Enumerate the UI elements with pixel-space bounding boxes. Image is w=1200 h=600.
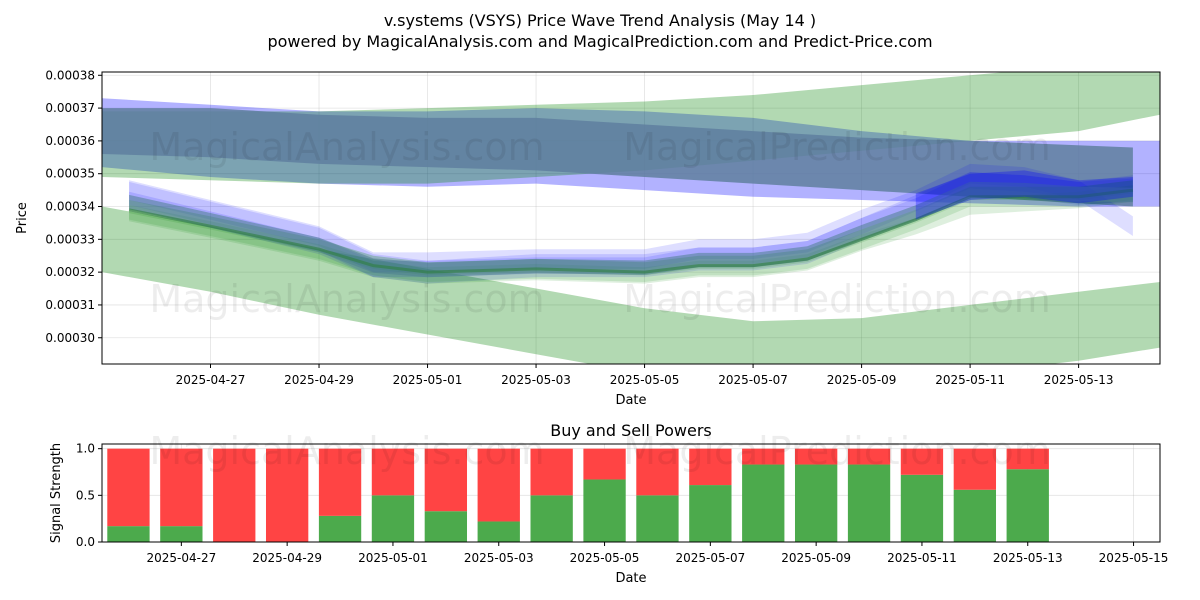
y-axis-label: Price (15, 202, 30, 234)
x-tick-label: 2025-05-03 (501, 373, 571, 387)
price-chart: MagicalAnalysis.com MagicalPrediction.com… (15, 68, 1161, 408)
y-tick-label: 1.0 (76, 442, 95, 456)
x-tick-label: 2025-05-11 (887, 551, 957, 565)
main-trend-band (102, 108, 1133, 207)
sell-bar (900, 448, 944, 475)
sell-bar (1006, 448, 1049, 470)
x-tick-label: 2025-05-09 (781, 551, 851, 565)
watermark: MagicalPrediction.com (623, 125, 1051, 169)
signal-axes-frame (101, 443, 1161, 543)
y-tick-label: 0.00036 (45, 134, 95, 148)
buy-bar (371, 495, 415, 542)
price-plot-area (102, 72, 1160, 364)
sell-bar (107, 448, 150, 527)
sell-bar (794, 448, 838, 465)
wave-core-band (129, 181, 1133, 278)
sell-bar (583, 448, 626, 480)
buy-bar (847, 464, 891, 542)
y-tick-label: 0.00037 (45, 101, 95, 115)
wave-band (129, 180, 1133, 282)
watermark: MagicalAnalysis.com (149, 125, 544, 169)
sell-bar (213, 448, 256, 542)
y-tick-label: 0.0 (76, 535, 95, 549)
wave-highlight-band (915, 170, 1133, 220)
buy-bar (477, 521, 520, 542)
y-tick-label: 0.5 (76, 488, 95, 502)
y-tick-label: 0.00030 (45, 331, 95, 345)
x-tick-label: 2025-05-09 (827, 373, 897, 387)
buy-bar (689, 485, 732, 542)
sell-bar (160, 448, 203, 527)
buy-bar (900, 474, 944, 542)
sell-bar (953, 448, 997, 490)
x-tick-label: 2025-05-05 (570, 551, 640, 565)
x-tick-label: 2025-04-27 (176, 373, 246, 387)
y-tick-label: 0.00032 (45, 265, 95, 279)
y-tick-label: 0.00035 (45, 167, 95, 181)
x-tick-label: 2025-05-13 (993, 551, 1063, 565)
sell-bar (424, 448, 468, 512)
x-tick-label: 2025-05-15 (1099, 551, 1169, 565)
buy-bar (160, 526, 203, 542)
watermark: MagicalPrediction.com (623, 277, 1051, 321)
y-tick-label: 0.00031 (45, 298, 95, 312)
watermark: MagicalPrediction.com (623, 429, 1051, 473)
x-axis-label: Date (615, 571, 646, 586)
buy-bar (953, 489, 997, 542)
sell-bar (847, 448, 891, 465)
x-tick-label: 2025-05-13 (1044, 373, 1114, 387)
x-tick-label: 2025-04-29 (252, 551, 322, 565)
y-tick-label: 0.00038 (45, 68, 95, 82)
buy-bar (424, 511, 468, 542)
x-tick-label: 2025-05-05 (610, 373, 680, 387)
wave-band (129, 163, 1133, 273)
x-tick-label: 2025-05-03 (464, 551, 534, 565)
wave-band (129, 172, 1133, 284)
sell-bar (636, 448, 679, 496)
buy-bar (107, 526, 150, 542)
x-tick-label: 2025-05-01 (358, 551, 428, 565)
watermark: MagicalAnalysis.com (149, 429, 544, 473)
buy-bar (794, 464, 838, 542)
sell-bar (318, 448, 362, 516)
buy-bar (1006, 469, 1049, 542)
watermark: MagicalAnalysis.com (149, 277, 544, 321)
buy-bar (318, 515, 362, 542)
buy-bar (530, 495, 573, 542)
price-axes-frame (101, 71, 1161, 365)
y-axis-label: Signal Strength (49, 443, 64, 543)
x-tick-label: 2025-05-01 (393, 373, 463, 387)
x-tick-label: 2025-05-07 (675, 551, 745, 565)
x-tick-label: 2025-05-11 (935, 373, 1005, 387)
sell-bar (477, 448, 520, 522)
buy-bar (636, 495, 679, 542)
signal-chart: Buy and Sell Powers MagicalAnalysis.com Ma… (49, 421, 1168, 586)
figure-title: v.systems (VSYS) Price Wave Trend Analys… (384, 11, 816, 30)
sell-bar (742, 448, 785, 465)
x-tick-label: 2025-04-27 (146, 551, 216, 565)
sell-bar (371, 448, 415, 496)
wide-trend-band (102, 206, 1160, 364)
wave-center-line (128, 188, 1134, 274)
sell-bar (265, 448, 309, 542)
x-axis-label: Date (615, 393, 646, 408)
buy-bar (742, 464, 785, 542)
x-tick-label: 2025-04-29 (284, 373, 354, 387)
figure-subtitle: powered by MagicalAnalysis.com and Magic… (267, 32, 932, 51)
wave-band (129, 172, 1133, 278)
y-tick-label: 0.00033 (45, 232, 95, 246)
sell-bar (530, 448, 573, 496)
buy-bar (583, 479, 626, 542)
signal-chart-title: Buy and Sell Powers (550, 421, 712, 440)
y-tick-label: 0.00034 (45, 200, 95, 214)
x-tick-label: 2025-05-07 (718, 373, 788, 387)
sell-bar (689, 448, 732, 486)
